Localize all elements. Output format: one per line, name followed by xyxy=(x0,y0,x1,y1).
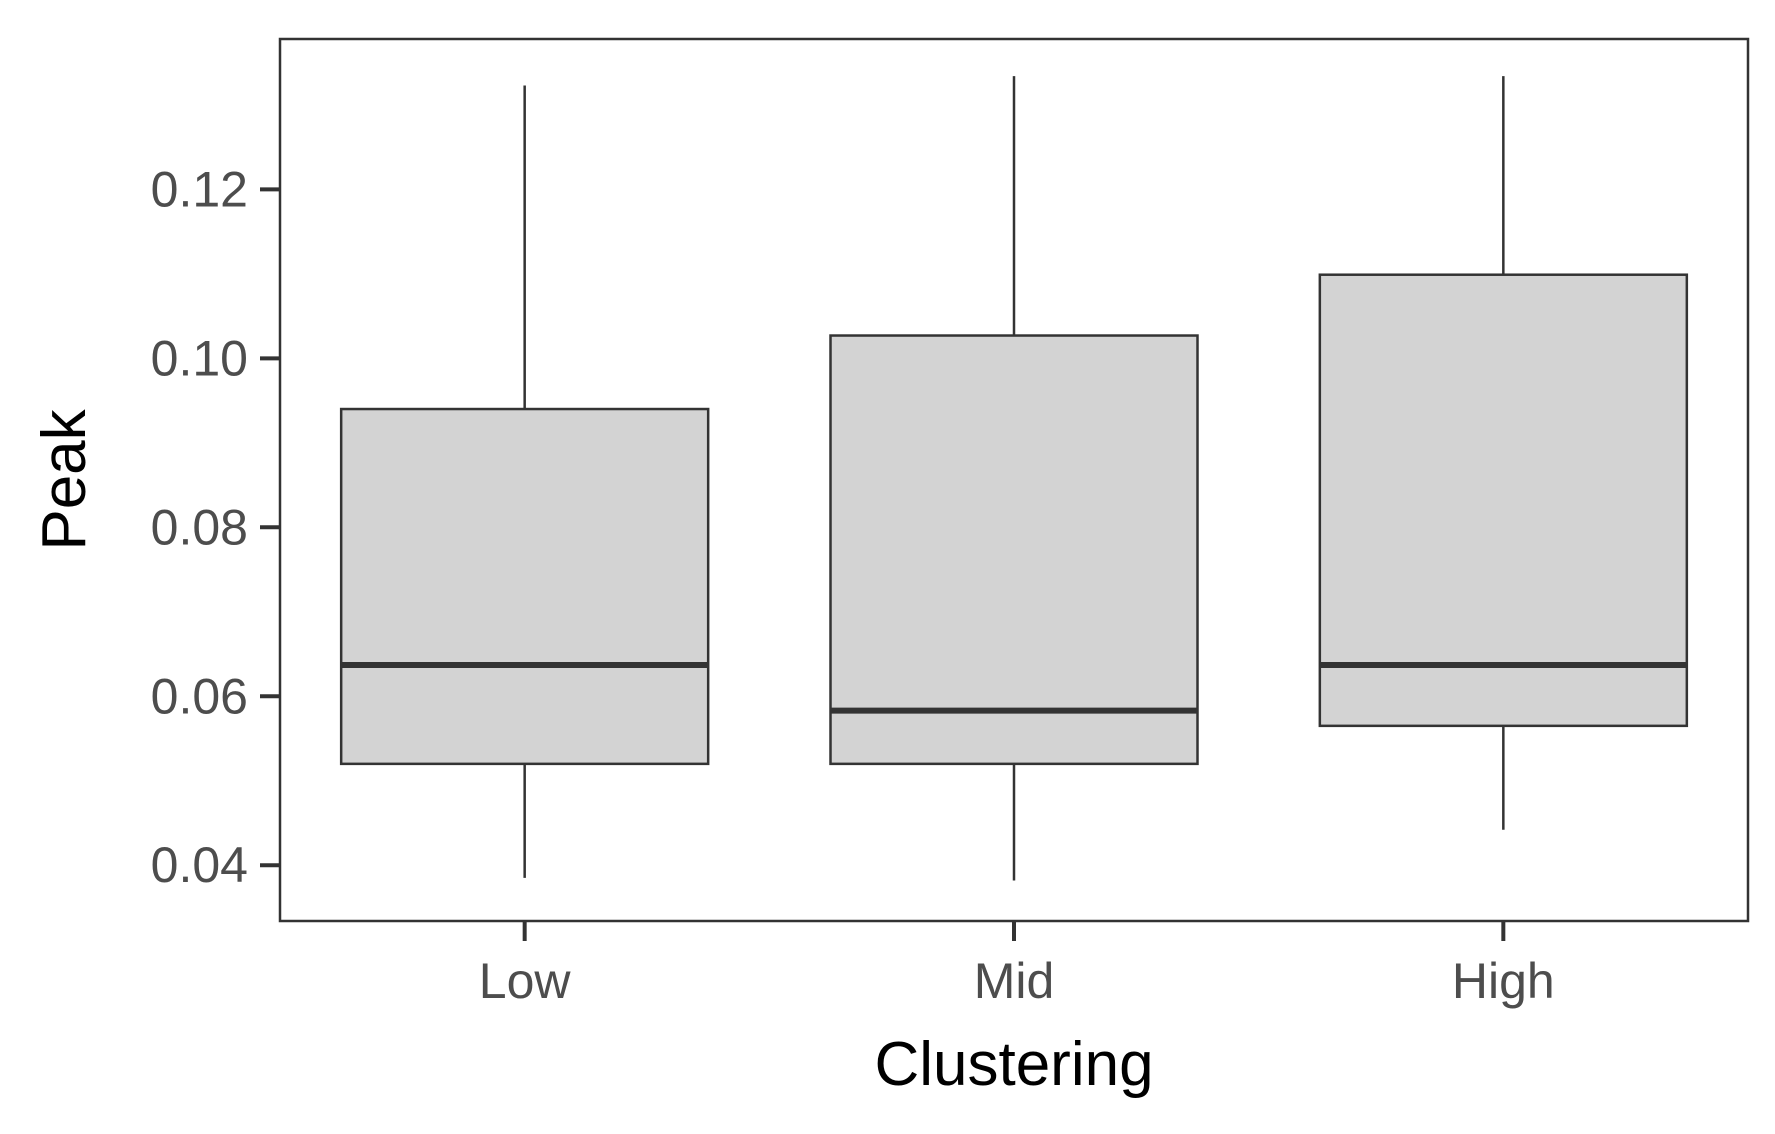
box-series xyxy=(339,76,1689,881)
box-body xyxy=(1318,273,1689,728)
y-tick-label: 0.06 xyxy=(151,668,248,724)
box-body xyxy=(829,334,1199,766)
x-tick-label: Mid xyxy=(974,953,1055,1009)
y-tick-label: 0.08 xyxy=(151,499,248,555)
box-low xyxy=(339,85,710,878)
box-high xyxy=(1318,76,1689,830)
x-tick-label: Low xyxy=(479,953,572,1009)
y-tick-label: 0.04 xyxy=(151,837,248,893)
y-axis: 0.04 0.06 0.08 0.10 0.12 xyxy=(151,161,280,893)
x-axis: Low Mid High xyxy=(479,921,1555,1009)
box-mid xyxy=(829,76,1199,881)
x-tick-label: High xyxy=(1452,953,1555,1009)
y-tick-label: 0.10 xyxy=(151,330,248,386)
box-body xyxy=(339,407,710,766)
y-tick-label: 0.12 xyxy=(151,161,248,217)
y-axis-title: Peak xyxy=(30,408,99,550)
x-axis-title: Clustering xyxy=(874,1030,1153,1099)
